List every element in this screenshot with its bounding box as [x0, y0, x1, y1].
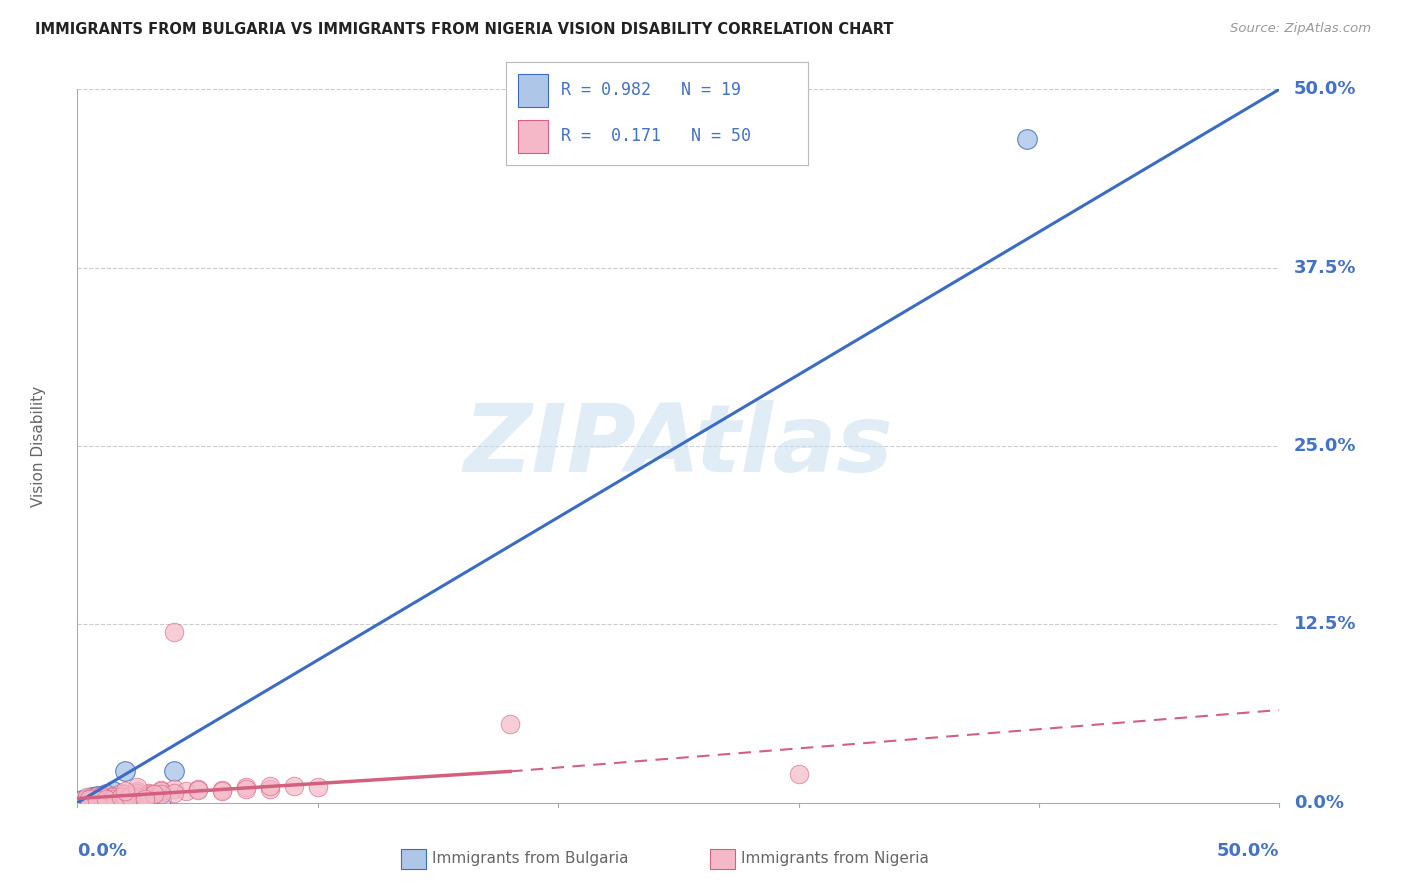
Point [86, 793, 108, 807]
Text: 25.0%: 25.0% [1294, 437, 1357, 455]
Point [86, 789, 108, 803]
Point [110, 790, 132, 805]
Point [235, 780, 257, 794]
Point [76, 790, 98, 805]
Point [138, 789, 160, 803]
Text: 50.0%: 50.0% [1218, 842, 1279, 860]
Point [138, 790, 160, 805]
Point [1015, 132, 1038, 146]
Point [103, 784, 125, 798]
Point [114, 784, 136, 798]
Point [86, 789, 108, 803]
Point [96, 791, 118, 805]
Point [162, 786, 184, 800]
Point [90, 791, 112, 805]
Point [134, 791, 156, 805]
Point [79, 791, 101, 805]
Point [162, 764, 184, 779]
Point [103, 789, 125, 803]
Point [150, 787, 173, 801]
Point [70, 793, 93, 807]
Point [70, 793, 93, 807]
Point [90, 789, 112, 803]
Point [110, 786, 132, 800]
Point [96, 787, 118, 801]
Point [114, 791, 136, 805]
Text: 12.5%: 12.5% [1294, 615, 1357, 633]
Point [283, 779, 305, 793]
Point [127, 789, 149, 803]
Text: Immigrants from Nigeria: Immigrants from Nigeria [741, 851, 929, 865]
Point [138, 786, 160, 800]
Text: IMMIGRANTS FROM BULGARIA VS IMMIGRANTS FROM NIGERIA VISION DISABILITY CORRELATIO: IMMIGRANTS FROM BULGARIA VS IMMIGRANTS F… [35, 22, 894, 37]
Point [307, 780, 329, 794]
Point [138, 787, 160, 801]
Text: 37.5%: 37.5% [1294, 259, 1357, 277]
Point [150, 791, 173, 805]
Point [127, 790, 149, 805]
Point [114, 791, 136, 805]
Point [186, 781, 209, 796]
Point [143, 787, 166, 801]
Point [120, 789, 142, 803]
Point [499, 717, 522, 731]
Bar [519, 120, 548, 153]
Point [174, 784, 197, 798]
Point [150, 783, 173, 797]
Point [162, 781, 184, 796]
Point [96, 787, 118, 801]
Text: 50.0%: 50.0% [1294, 80, 1357, 98]
Point [79, 791, 101, 805]
Point [127, 786, 149, 800]
Point [186, 783, 209, 797]
Point [150, 784, 173, 798]
Text: Source: ZipAtlas.com: Source: ZipAtlas.com [1230, 22, 1371, 36]
Text: 0.0%: 0.0% [77, 842, 128, 860]
Point [211, 783, 233, 797]
Point [103, 789, 125, 803]
Text: Vision Disability: Vision Disability [31, 385, 46, 507]
Point [259, 779, 281, 793]
Text: Immigrants from Bulgaria: Immigrants from Bulgaria [432, 851, 628, 865]
Point [127, 780, 149, 794]
Point [114, 790, 136, 805]
Point [235, 781, 257, 796]
Point [103, 790, 125, 805]
Point [162, 624, 184, 639]
Point [211, 784, 233, 798]
Bar [519, 74, 548, 106]
Text: R =  0.171   N = 50: R = 0.171 N = 50 [561, 128, 751, 145]
Point [138, 790, 160, 805]
Point [787, 767, 810, 781]
Point [76, 791, 98, 805]
Point [114, 787, 136, 801]
Point [114, 764, 136, 779]
Point [80, 791, 103, 805]
Text: ZIPAtlas: ZIPAtlas [464, 400, 893, 492]
Point [110, 790, 132, 805]
Point [90, 789, 112, 803]
Point [134, 790, 156, 805]
Point [80, 790, 103, 805]
Point [114, 787, 136, 801]
Point [127, 784, 149, 798]
Point [90, 790, 112, 805]
Text: 0.0%: 0.0% [1294, 794, 1344, 812]
Point [259, 781, 281, 796]
Text: R = 0.982   N = 19: R = 0.982 N = 19 [561, 81, 741, 99]
Point [103, 791, 125, 805]
